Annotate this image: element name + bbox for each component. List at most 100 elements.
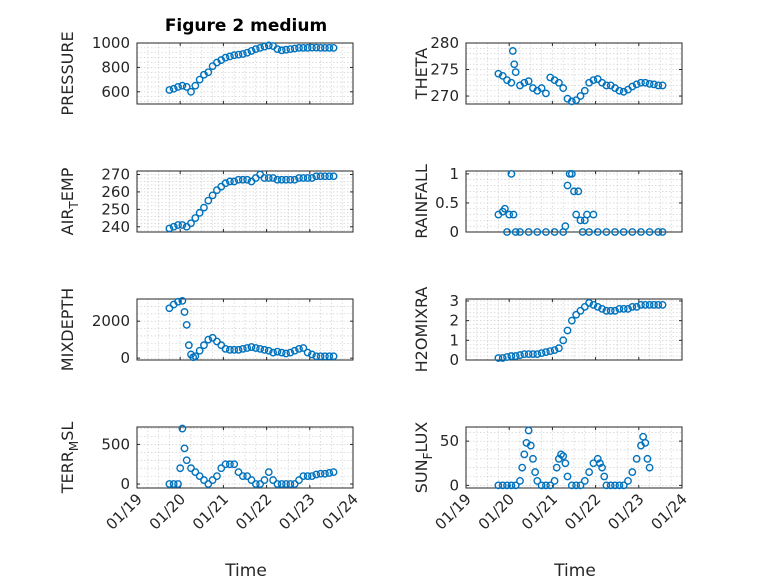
y-tick-label: 270 bbox=[430, 87, 459, 105]
data-point bbox=[615, 304, 624, 313]
data-point bbox=[191, 352, 200, 361]
data-point bbox=[624, 304, 632, 313]
y-axis-label-mixdepth: MIXDEPTH bbox=[58, 288, 77, 371]
data-point bbox=[585, 228, 594, 236]
data-point bbox=[509, 210, 518, 219]
data-point bbox=[503, 228, 511, 236]
y-axis-label-main: RAINFALL bbox=[412, 164, 431, 239]
subplot-mixdepth: 0 2000 MIXDEPTH bbox=[58, 288, 354, 371]
y-tick-label: 270 bbox=[101, 165, 130, 183]
data-point bbox=[325, 172, 334, 181]
data-point bbox=[650, 80, 658, 89]
data-point bbox=[580, 477, 589, 485]
data-point bbox=[563, 181, 572, 190]
grid-air-temp bbox=[136, 170, 354, 232]
data-point bbox=[225, 345, 234, 354]
axes-box-air-temp bbox=[136, 170, 354, 233]
data-point bbox=[182, 83, 191, 91]
data-point bbox=[529, 350, 537, 358]
y-axis-label-theta: THETA bbox=[412, 48, 431, 100]
data-point bbox=[174, 480, 182, 488]
data-point bbox=[251, 480, 260, 488]
y-axis-label-main: SUN bbox=[412, 459, 431, 493]
data-point bbox=[516, 228, 524, 236]
data-point bbox=[602, 306, 611, 315]
data-point bbox=[580, 86, 589, 95]
data-point bbox=[546, 481, 555, 490]
data-point bbox=[264, 174, 273, 182]
data-point bbox=[264, 41, 273, 50]
x-tick-label: 01/22 bbox=[232, 490, 275, 533]
data-point bbox=[494, 354, 503, 362]
data-point bbox=[312, 172, 321, 181]
data-point bbox=[596, 459, 604, 468]
data-point bbox=[169, 84, 178, 93]
data-point bbox=[277, 46, 286, 55]
data-point bbox=[260, 174, 269, 182]
data-point bbox=[316, 352, 325, 361]
y-axis-label-subscript: M bbox=[67, 441, 81, 451]
y-axis-label-rest: LUX bbox=[412, 422, 431, 453]
data-point bbox=[299, 472, 308, 481]
data-point bbox=[260, 345, 269, 354]
data-point bbox=[277, 348, 286, 357]
data-point bbox=[217, 464, 226, 473]
data-point bbox=[557, 450, 565, 459]
data-point bbox=[645, 301, 654, 309]
series-terrain-msl bbox=[165, 424, 338, 488]
data-point bbox=[325, 43, 334, 52]
data-point bbox=[282, 45, 290, 54]
data-point bbox=[178, 221, 187, 229]
x-tick-label: 01/19 bbox=[432, 490, 475, 533]
data-point bbox=[576, 481, 585, 490]
data-point bbox=[321, 43, 329, 52]
y-tick-label: 0.5 bbox=[435, 194, 459, 212]
axes-box-rainfall bbox=[465, 170, 683, 233]
x-tick-label: 01/20 bbox=[475, 490, 518, 533]
data-point bbox=[563, 472, 572, 481]
data-point bbox=[507, 481, 516, 490]
data-point bbox=[537, 349, 546, 358]
data-point bbox=[230, 460, 239, 469]
data-point bbox=[542, 228, 550, 236]
data-point bbox=[247, 343, 256, 351]
data-point bbox=[507, 170, 516, 178]
data-point bbox=[639, 432, 648, 441]
data-point bbox=[658, 81, 667, 90]
data-point bbox=[286, 348, 295, 357]
y-tick-label: 50 bbox=[440, 432, 459, 450]
data-point bbox=[187, 219, 195, 228]
data-point bbox=[585, 468, 594, 476]
data-point bbox=[316, 43, 325, 52]
y-axis-label-h2omixra: H2OMIXRA bbox=[412, 287, 431, 373]
grid-rainfall bbox=[465, 171, 683, 233]
data-point bbox=[295, 476, 303, 484]
figure-title: Figure 2 medium bbox=[165, 16, 327, 36]
data-point bbox=[286, 480, 295, 488]
data-point bbox=[658, 228, 667, 236]
x-tick-label: 01/21 bbox=[518, 490, 561, 533]
data-point bbox=[225, 460, 234, 469]
y-tick-label: 260 bbox=[101, 183, 130, 201]
data-point bbox=[637, 78, 645, 87]
data-point bbox=[611, 306, 619, 315]
data-point bbox=[221, 179, 230, 188]
data-point bbox=[606, 481, 615, 490]
data-point bbox=[576, 216, 585, 225]
series-pressure bbox=[165, 41, 338, 96]
data-point bbox=[187, 87, 195, 96]
y-tick-label: 240 bbox=[101, 218, 130, 236]
data-point bbox=[561, 459, 570, 468]
y-axis-label-rest: EMP bbox=[58, 167, 77, 201]
data-point bbox=[308, 174, 316, 182]
data-point bbox=[308, 43, 316, 52]
data-point bbox=[230, 51, 239, 60]
x-tick-label: 01/20 bbox=[146, 490, 189, 533]
data-point bbox=[567, 170, 576, 178]
data-point bbox=[602, 81, 611, 90]
series-mixdepth bbox=[165, 296, 338, 362]
data-point bbox=[230, 177, 239, 186]
data-point bbox=[628, 228, 637, 236]
data-point bbox=[195, 208, 204, 217]
